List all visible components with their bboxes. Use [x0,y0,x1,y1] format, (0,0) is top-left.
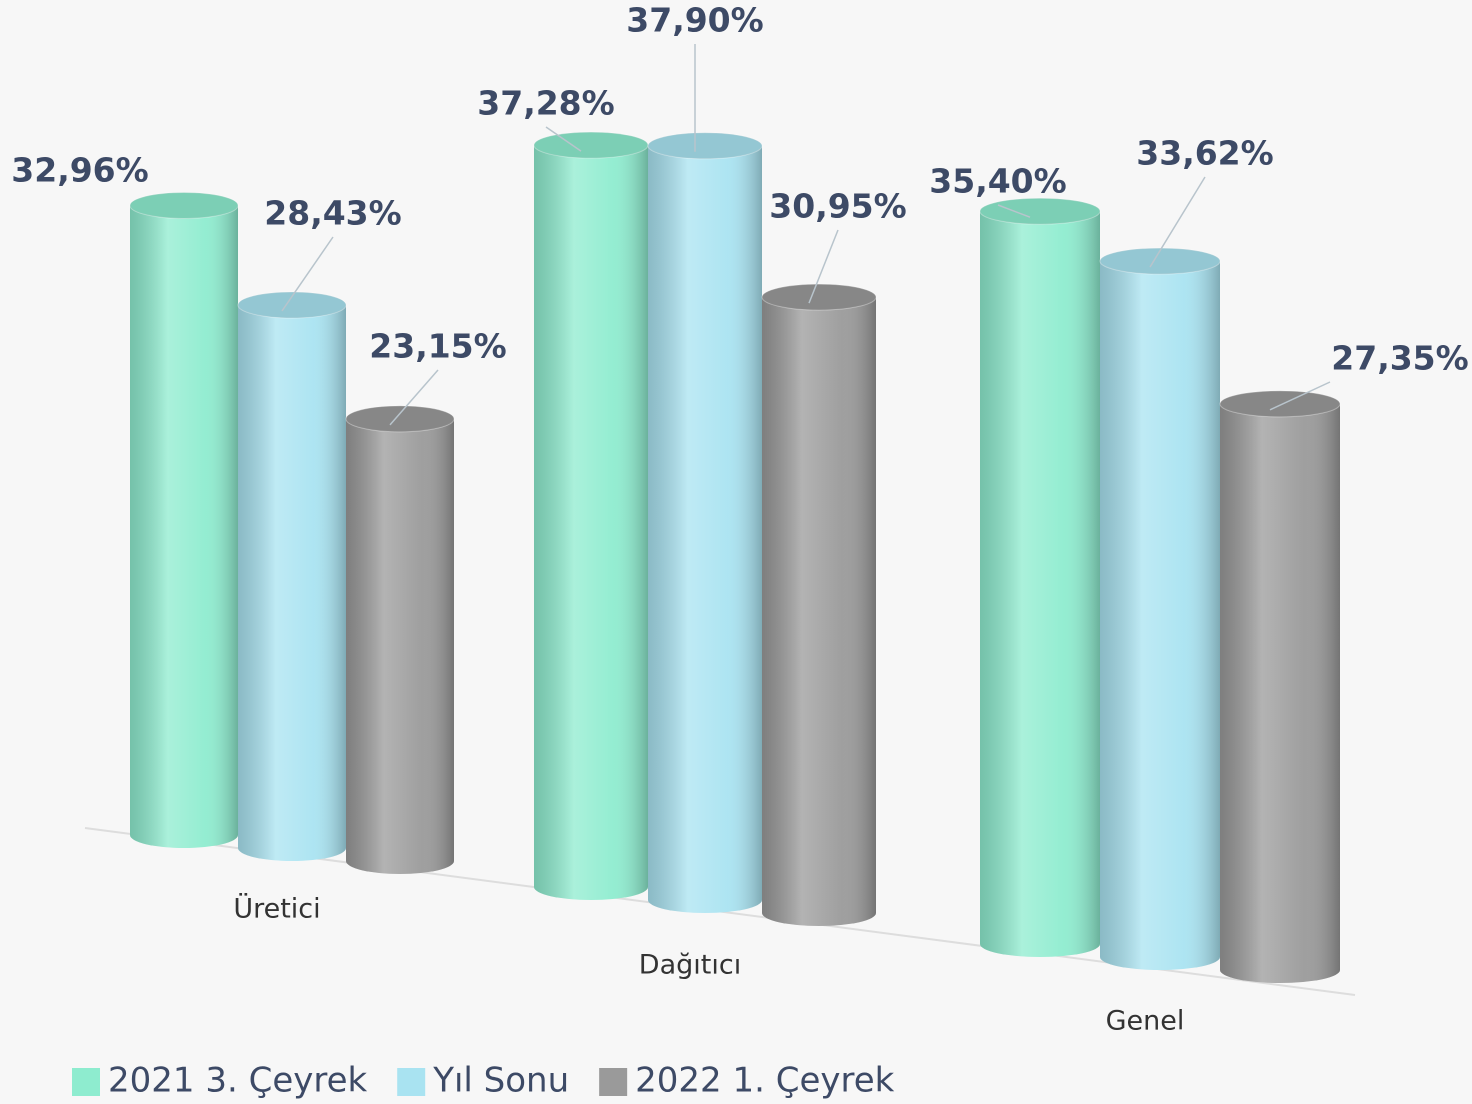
legend-label: 2021 3. Çeyrek [108,1061,368,1101]
legend-swatch [397,1068,426,1096]
value-label: 23,15% [369,327,506,366]
cylinder-top [1099,247,1221,275]
legend-swatch [599,1068,628,1096]
cylinder [345,405,455,874]
leader-line [389,369,439,426]
leader-line [545,126,582,152]
legend-label: 2022 1. Çeyrek [635,1061,895,1101]
bar-shade [238,304,346,848]
bar-shade [1100,261,1220,957]
value-label: 27,35% [1331,339,1468,378]
cylinder-top [345,405,455,433]
cylinder-top-shade [534,132,648,159]
value-label: 37,90% [626,1,763,40]
cylinder [1219,390,1341,983]
bar-shade [762,297,876,914]
cylinder [1099,247,1221,970]
leader-line [281,236,334,312]
cylinder-top [647,132,763,160]
cylinder-top-shade [238,291,346,318]
bar-shade [534,145,648,888]
cylinder-top-shade [346,405,454,432]
cylinder [979,197,1101,957]
value-label: 35,40% [929,162,1066,201]
cylinder-top-shade [1220,390,1340,417]
bar-shade [648,145,762,901]
cylinder-top [979,197,1101,225]
bar-shade [130,205,238,836]
category-label: Üretici [233,893,320,925]
category-label: Genel [1106,1006,1185,1037]
category-label: Dağıtıcı [639,950,741,981]
cylinder-top [129,191,239,219]
value-label: 28,43% [264,194,401,233]
cylinder-top-shade [1100,248,1220,275]
value-label: 30,95% [769,187,906,226]
cylinder-top-shade [762,284,876,311]
cylinder [647,132,763,913]
cylinder-top-shade [648,132,762,159]
bar-shade [346,418,454,861]
legend-swatch [72,1068,100,1096]
cylinder [237,291,347,861]
leader-line [1269,381,1331,411]
cylinder [761,283,877,926]
value-label: 33,62% [1136,134,1273,173]
leader-line [1149,176,1206,268]
cylinder-top [237,291,347,319]
cylinder-top-shade [130,192,238,219]
value-label: 37,28% [477,84,614,123]
cylinder [533,131,649,900]
legend-label: Yıl Sonu [432,1061,569,1101]
bar-shade [1220,403,1340,971]
cylinder [129,191,239,848]
value-label: 32,96% [11,151,148,190]
bar-shade [980,211,1100,945]
cylinder-top [1219,390,1341,418]
cylinder-top [761,283,877,311]
leader-line [997,204,1031,218]
cylinder-top-shade [980,198,1100,225]
leader-line [808,229,839,304]
